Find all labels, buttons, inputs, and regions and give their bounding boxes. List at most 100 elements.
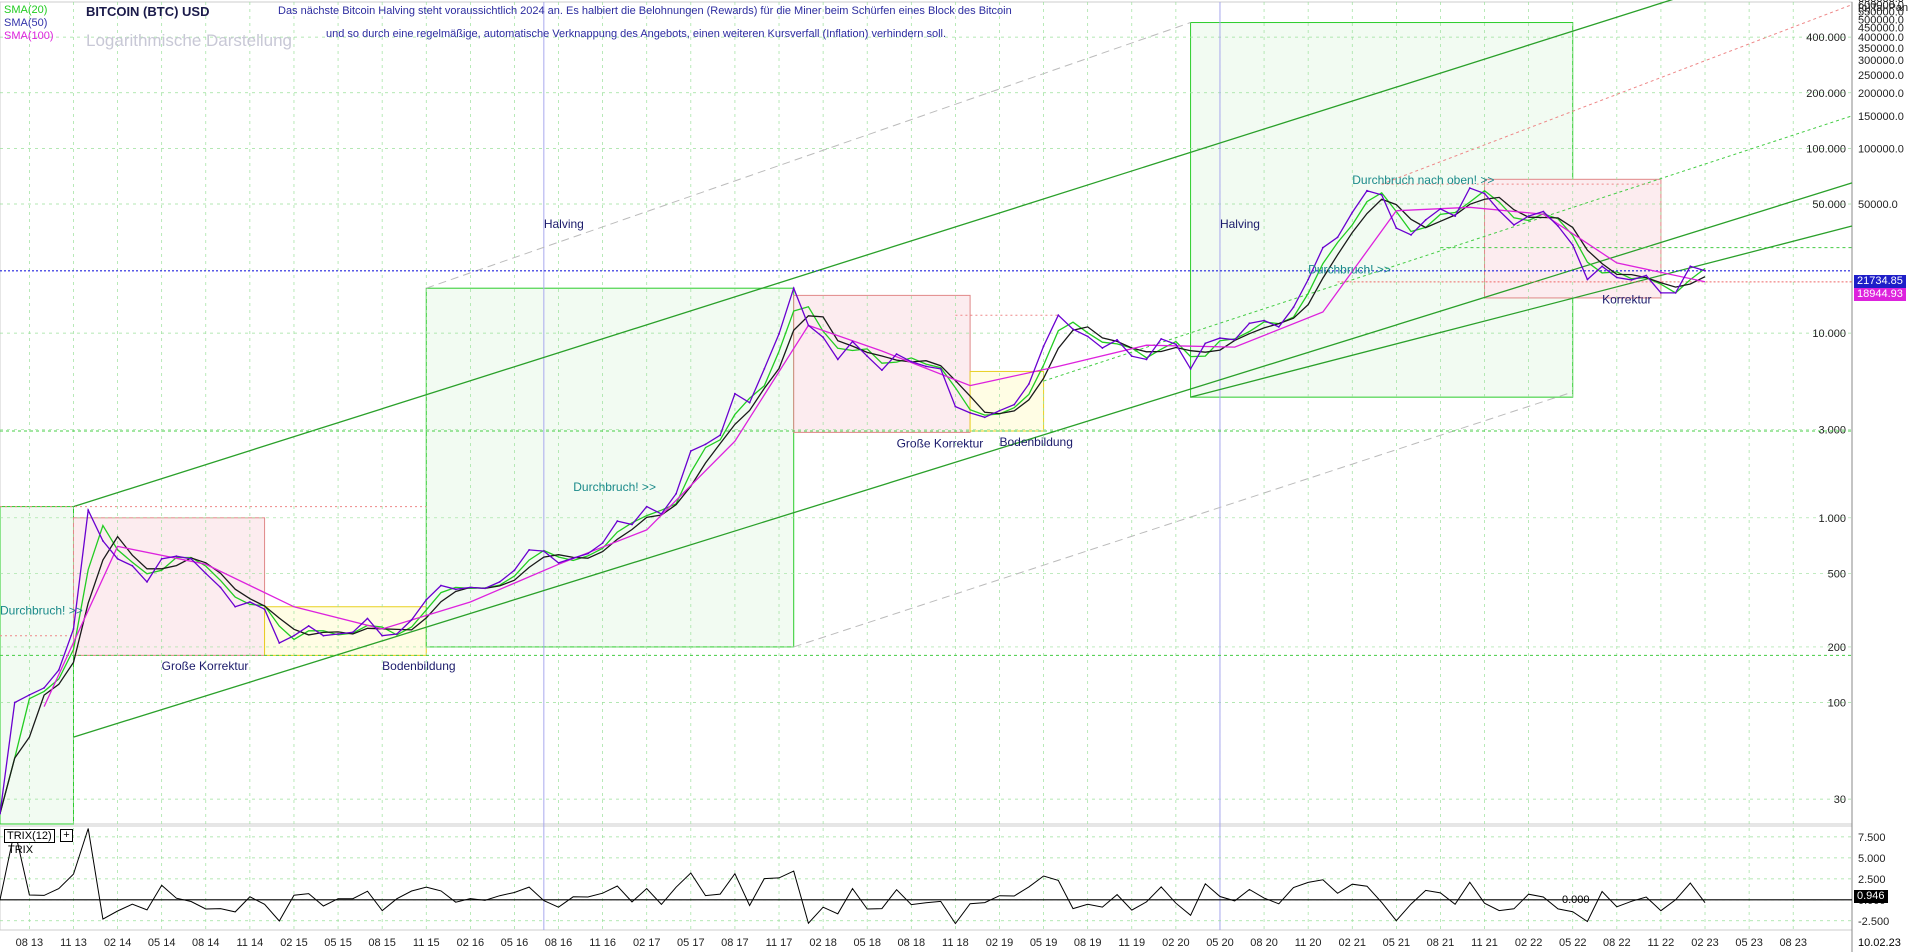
x-tick-label: 11 17 <box>766 937 793 949</box>
legend-item-sma100: SMA(100) <box>4 30 54 42</box>
price-point <box>954 405 957 408</box>
price-point <box>1513 224 1515 226</box>
y-tick-label: 1.000 <box>1818 513 1846 525</box>
sma-price-tag: 18944.93 <box>1854 288 1906 301</box>
price-point <box>910 360 913 363</box>
price-point <box>601 542 604 544</box>
current-date-label: 10.02.23 <box>1858 937 1901 949</box>
channel-mid-line <box>1190 225 1853 398</box>
price-point <box>969 411 971 414</box>
price-point <box>498 580 501 583</box>
price-point <box>1454 215 1457 217</box>
price-point <box>557 562 560 564</box>
y-tick-label-right: 650000.0 <box>1858 0 1904 5</box>
price-point <box>116 557 119 560</box>
x-tick-label: 11 22 <box>1648 937 1675 949</box>
trix-tick-label: -2.500 <box>1858 916 1889 928</box>
bottom-zone-2015 <box>264 606 427 656</box>
price-point <box>1674 292 1677 294</box>
price-point <box>1689 265 1692 268</box>
price-point <box>983 416 986 419</box>
price-point <box>836 358 839 361</box>
bottom-zone-2019 <box>969 370 1045 432</box>
x-tick-label: 08 23 <box>1779 937 1807 949</box>
y-tick-label-right: 500000.0 <box>1858 14 1904 26</box>
price-point <box>513 569 516 572</box>
price-point <box>1498 209 1501 212</box>
price-point <box>1160 338 1163 340</box>
price-point <box>87 509 90 512</box>
x-tick-label: 08 18 <box>898 937 926 949</box>
price-point <box>13 701 16 704</box>
price-point <box>572 557 575 560</box>
price-point <box>1248 322 1251 325</box>
price-point <box>1557 225 1559 227</box>
price-point <box>675 492 678 495</box>
x-tick-label: 11 15 <box>413 937 440 949</box>
x-tick-label: 02 23 <box>1691 937 1719 949</box>
y-tick-label-right: 550000.0 <box>1858 7 1904 19</box>
price-point <box>616 520 619 522</box>
price-point <box>1704 269 1706 272</box>
trix-indicator-label[interactable]: TRIX(12) <box>4 829 55 843</box>
x-tick-label: 05 15 <box>324 937 352 949</box>
x-tick-label: 02 17 <box>633 937 661 949</box>
sma100-line <box>43 206 1706 707</box>
x-tick-label: 05 16 <box>501 937 529 949</box>
add-indicator-button[interactable]: + <box>60 829 73 842</box>
annotation-label: Halving <box>1220 217 1260 231</box>
price-point <box>72 628 75 630</box>
y-tick-label-right: 600000.0 <box>1858 0 1904 12</box>
price-point <box>146 580 148 583</box>
x-tick-label: 02 18 <box>809 937 837 949</box>
price-point <box>851 340 854 343</box>
x-tick-label: 02 16 <box>457 937 485 949</box>
price-point <box>895 353 898 355</box>
y-tick-label: 10.000 <box>1812 328 1846 340</box>
price-point <box>1042 345 1045 348</box>
x-tick-label: 11 13 <box>60 937 87 949</box>
price-point <box>719 434 722 437</box>
channel-upper-line <box>73 0 1674 508</box>
price-point <box>160 557 163 560</box>
price-point <box>1233 338 1236 341</box>
price-point <box>939 367 942 370</box>
trix-series-label: TRIX <box>8 844 34 856</box>
trix-panel-frame <box>0 825 1853 931</box>
price-point <box>425 598 428 601</box>
price-point <box>1395 227 1398 230</box>
price-point <box>1086 335 1089 338</box>
annotation-label: Große Korrektur <box>162 659 249 673</box>
price-point <box>395 633 398 635</box>
price-point <box>542 550 545 553</box>
price-point <box>645 505 648 508</box>
halving-note-line2: und so durch eine regelmäßige, automatis… <box>326 28 947 40</box>
x-tick-label: 11 21 <box>1471 937 1498 949</box>
price-point <box>792 287 795 290</box>
price-point <box>1189 367 1192 370</box>
price-point <box>998 409 1001 412</box>
price-point <box>1013 403 1016 406</box>
annotation-label: Große Korrektur <box>897 437 984 451</box>
x-tick-label: 05 19 <box>1030 937 1058 949</box>
price-point <box>807 324 810 327</box>
y-tick-label-right: 300000.0 <box>1858 55 1904 67</box>
price-point <box>454 588 457 591</box>
y-tick-label-right: 100000.0 <box>1858 143 1904 155</box>
annotation-label: Bodenbildung <box>382 659 455 673</box>
y-tick-label: 400.000 <box>1806 32 1846 44</box>
price-point <box>366 617 369 620</box>
x-tick-label: 02 15 <box>280 937 308 949</box>
x-tick-label: 05 22 <box>1559 937 1587 949</box>
x-tick-label: 05 21 <box>1383 937 1411 949</box>
price-point <box>1542 210 1545 213</box>
trix-line <box>0 828 1706 925</box>
price-point <box>587 552 589 555</box>
price-point <box>1101 347 1104 349</box>
price-point <box>43 687 45 689</box>
x-tick-label: 08 22 <box>1603 937 1631 949</box>
y-tick-label-right: 450000.0 <box>1858 23 1904 35</box>
x-tick-label: 08 16 <box>545 937 573 949</box>
price-point <box>234 605 237 608</box>
